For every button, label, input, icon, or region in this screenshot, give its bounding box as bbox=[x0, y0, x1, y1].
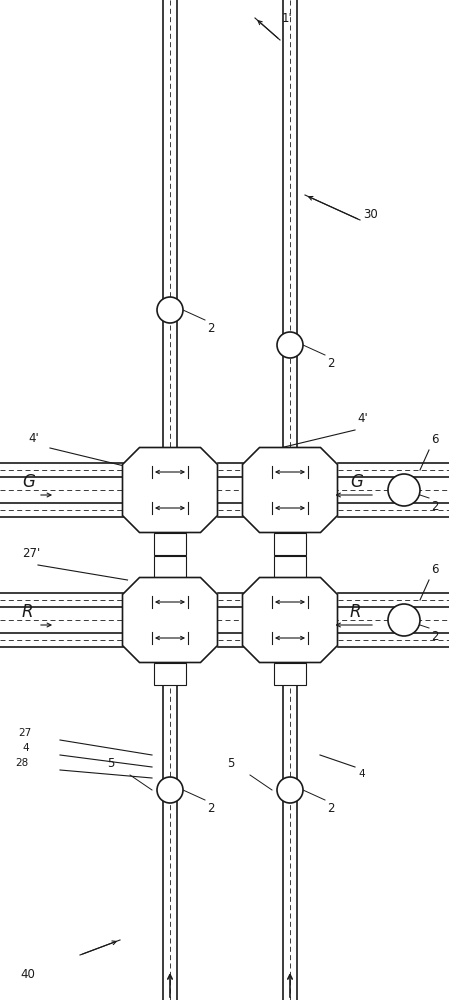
Text: 4': 4' bbox=[28, 432, 39, 445]
Text: 2: 2 bbox=[327, 357, 335, 370]
Text: 4: 4 bbox=[358, 769, 365, 779]
Circle shape bbox=[157, 777, 183, 803]
Circle shape bbox=[157, 297, 183, 323]
Text: 40: 40 bbox=[20, 968, 35, 981]
Polygon shape bbox=[123, 578, 217, 662]
Text: 30: 30 bbox=[363, 209, 378, 222]
Text: 4: 4 bbox=[22, 743, 29, 753]
Text: 2: 2 bbox=[431, 500, 439, 513]
Text: 28: 28 bbox=[15, 758, 28, 768]
Text: R: R bbox=[22, 603, 34, 621]
Bar bbox=[154, 662, 186, 684]
Bar bbox=[154, 556, 186, 578]
Circle shape bbox=[388, 604, 420, 636]
Text: G: G bbox=[22, 473, 35, 491]
Text: 27': 27' bbox=[22, 547, 40, 560]
Text: 2: 2 bbox=[431, 630, 439, 643]
Circle shape bbox=[277, 332, 303, 358]
Text: 2: 2 bbox=[327, 802, 335, 815]
Text: R: R bbox=[350, 603, 361, 621]
Circle shape bbox=[388, 474, 420, 506]
Bar bbox=[274, 556, 306, 578]
Polygon shape bbox=[123, 448, 217, 532]
Polygon shape bbox=[242, 448, 338, 532]
Text: 2: 2 bbox=[207, 322, 215, 335]
Polygon shape bbox=[242, 578, 338, 662]
Text: 1': 1' bbox=[282, 12, 293, 25]
Bar bbox=[274, 532, 306, 554]
Text: 2: 2 bbox=[207, 802, 215, 815]
Text: 5: 5 bbox=[108, 757, 115, 770]
Text: G: G bbox=[350, 473, 363, 491]
Bar bbox=[274, 662, 306, 684]
Text: 27: 27 bbox=[18, 728, 31, 738]
Text: 4': 4' bbox=[357, 412, 368, 425]
Text: 5: 5 bbox=[228, 757, 235, 770]
Circle shape bbox=[277, 777, 303, 803]
Bar bbox=[154, 532, 186, 554]
Text: 6: 6 bbox=[431, 563, 439, 576]
Text: 6: 6 bbox=[431, 433, 439, 446]
